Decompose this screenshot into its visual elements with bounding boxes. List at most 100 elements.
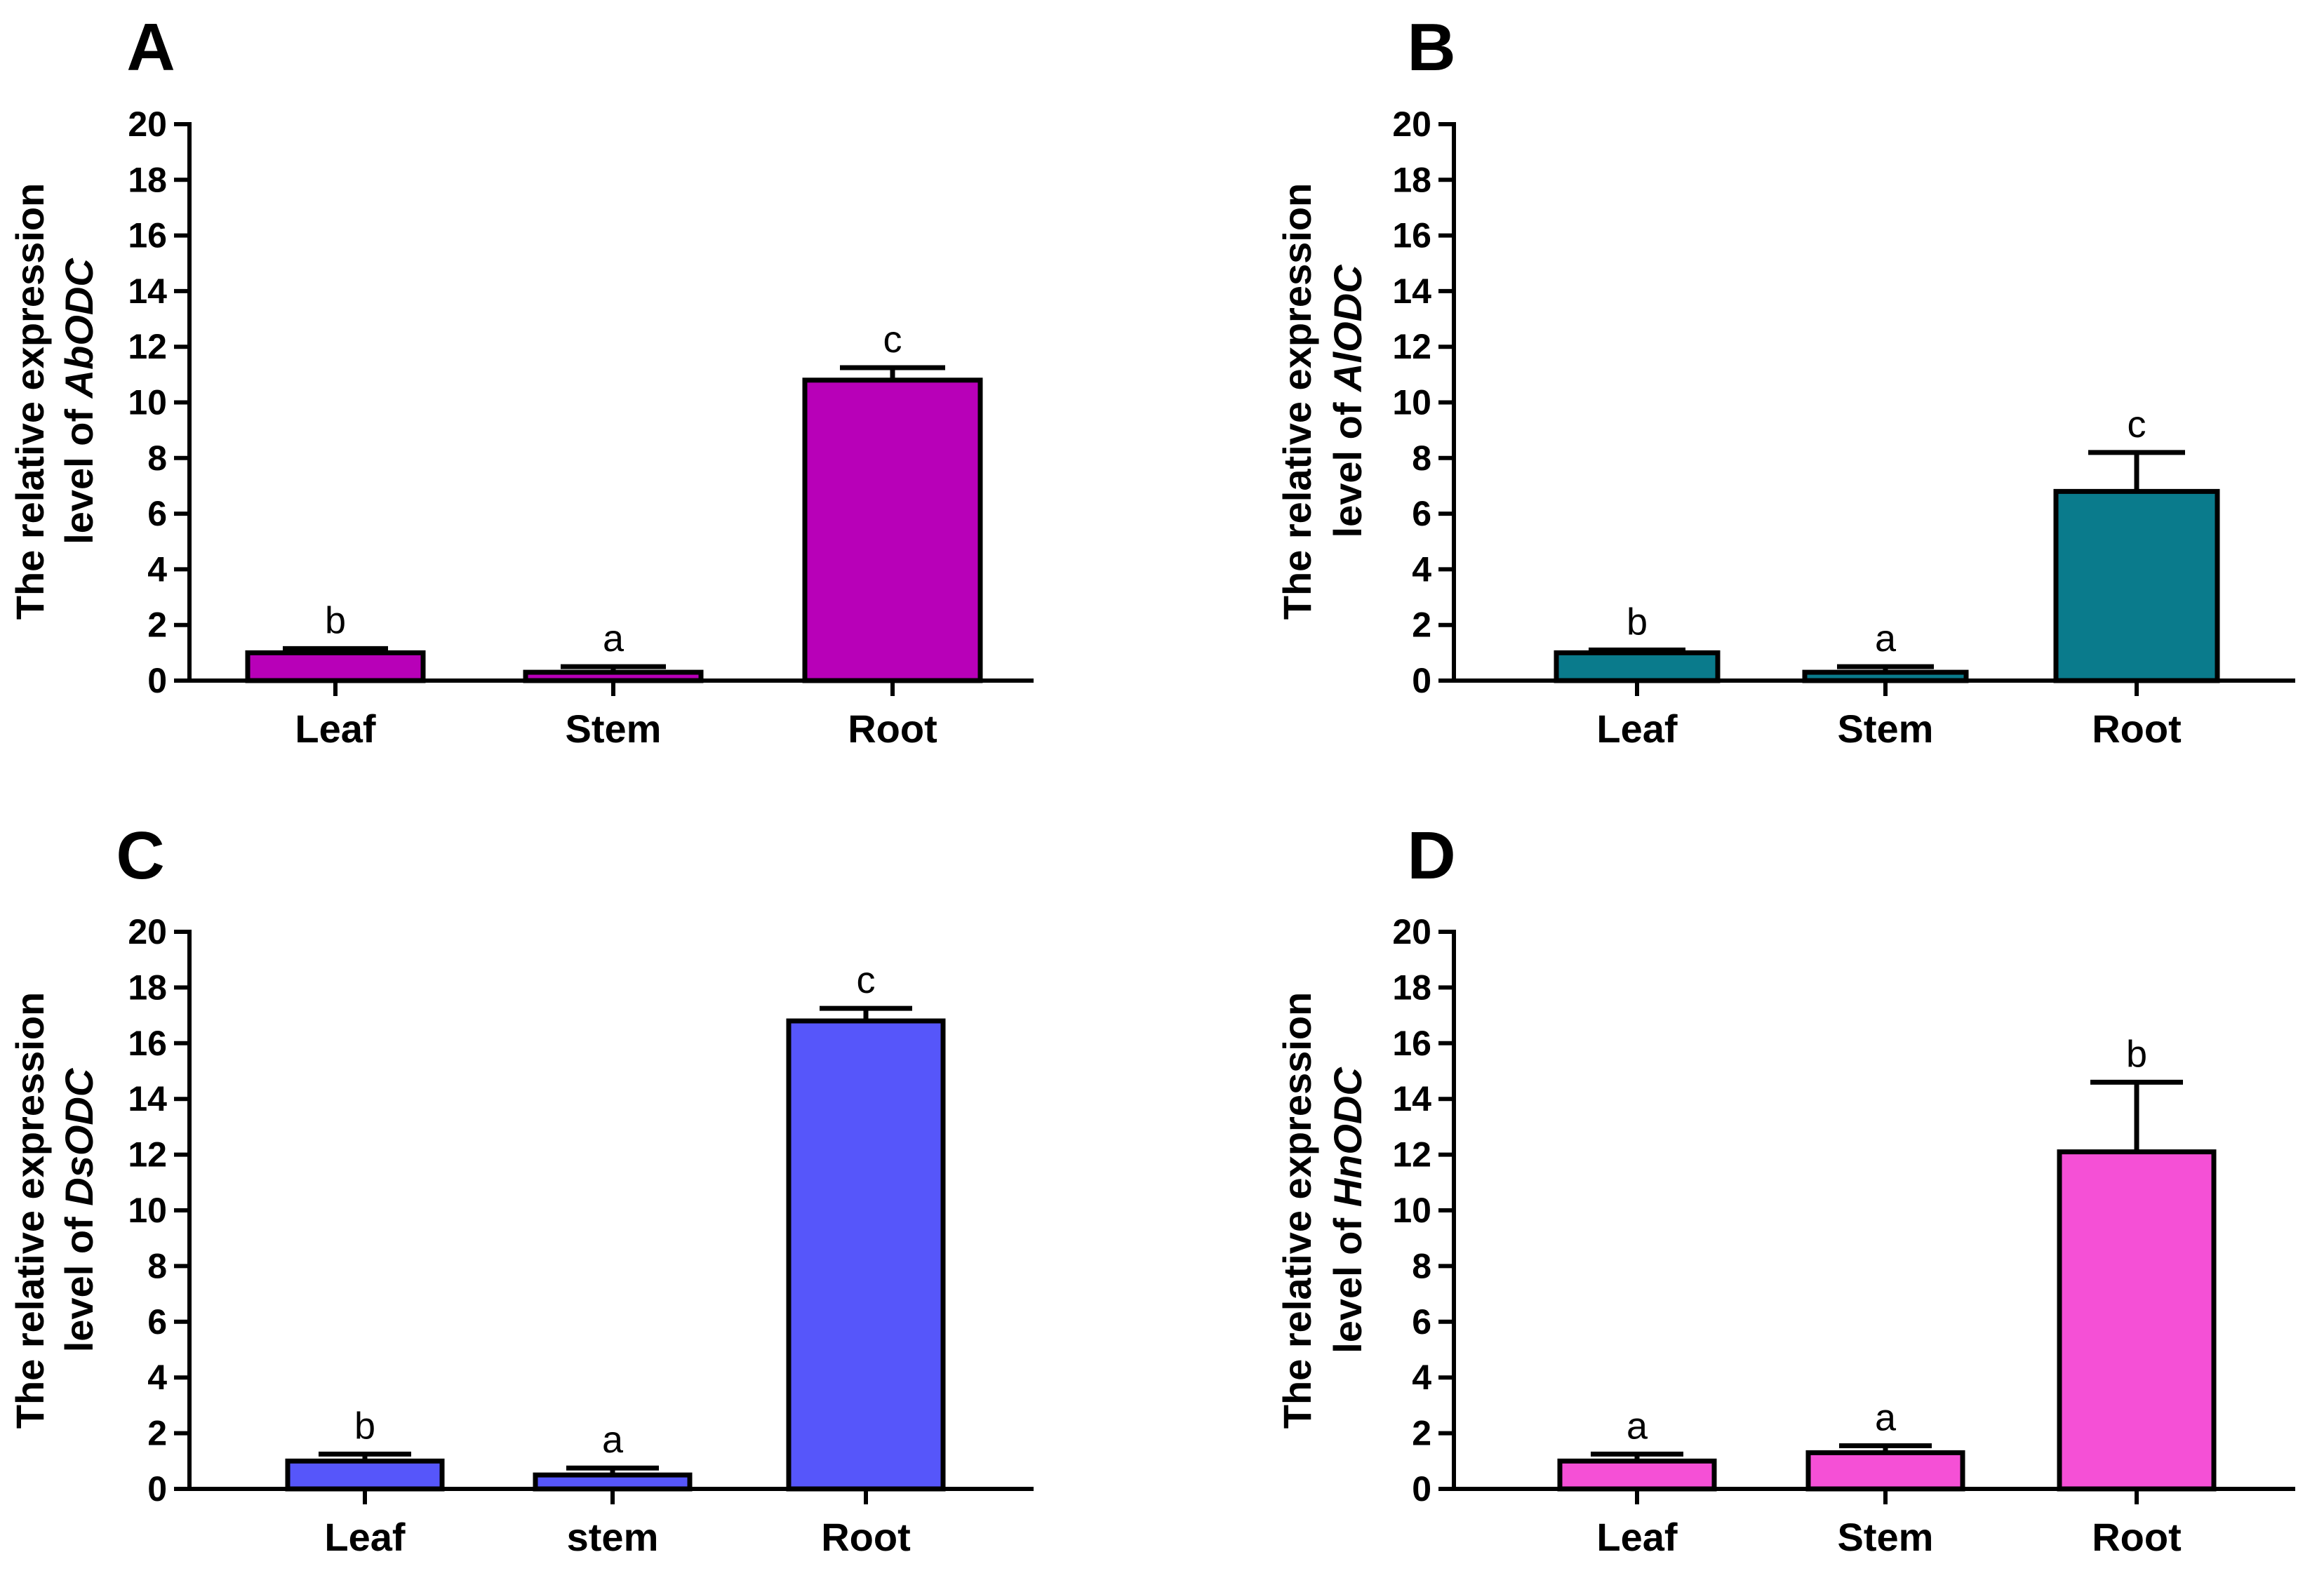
x-tick-label: Leaf <box>1596 1515 1677 1559</box>
y-axis-label-line1: The relative expression <box>8 992 52 1429</box>
bar <box>786 1018 946 1492</box>
bar <box>285 1458 445 1492</box>
y-axis-label-gene: HnODC <box>1325 1067 1370 1208</box>
y-tick-label: 14 <box>128 1079 167 1118</box>
y-tick-label: 0 <box>1412 1469 1431 1509</box>
panel-letter: C <box>116 818 164 893</box>
significance-label: c <box>857 959 876 1001</box>
y-tick-label: 2 <box>1412 1414 1431 1453</box>
significance-label: a <box>1875 617 1897 660</box>
y-tick-label: 20 <box>1392 912 1431 951</box>
bar <box>802 377 983 683</box>
plot-area: 0 2 4 6 8 10 12 14 16 18 20 b Leaf a Stem c Root <box>128 105 1034 751</box>
y-tick-label: 14 <box>1392 1079 1431 1118</box>
plot-area: 0 2 4 6 8 10 12 14 16 18 20 b Leaf a Stem c Root <box>1392 105 2295 751</box>
x-tick-label: Leaf <box>324 1515 405 1559</box>
y-tick-label: 4 <box>1412 1358 1431 1397</box>
y-axis-label-gene: AlODC <box>1325 264 1370 393</box>
y-tick-label: 18 <box>128 160 167 199</box>
y-tick-label: 8 <box>147 1246 167 1285</box>
significance-label: b <box>1627 601 1648 643</box>
bar <box>1554 650 1721 683</box>
y-tick-label: 14 <box>1392 272 1431 311</box>
bar <box>1557 1458 1717 1492</box>
y-axis-label-line1: The relative expression <box>1275 183 1319 620</box>
y-tick-label: 2 <box>147 606 167 645</box>
y-tick-label: 12 <box>128 327 167 366</box>
significance-label: a <box>603 617 625 660</box>
significance-label: a <box>1875 1396 1897 1438</box>
y-tick-label: 4 <box>147 549 167 589</box>
y-tick-label: 10 <box>128 1191 167 1230</box>
panel-b: B The relative expression level of AlODC… <box>1275 10 2295 751</box>
y-tick-label: 4 <box>1412 549 1431 589</box>
y-tick-label: 0 <box>1412 661 1431 700</box>
y-axis-label-gene: AbODC <box>57 258 101 400</box>
y-tick-label: 10 <box>128 383 167 422</box>
y-tick-label: 20 <box>128 912 167 951</box>
y-tick-label: 8 <box>1412 439 1431 478</box>
y-tick-label: 6 <box>1412 494 1431 533</box>
y-tick-label: 20 <box>1392 105 1431 144</box>
x-tick-label: Stem <box>1838 1515 1934 1559</box>
y-tick-label: 14 <box>128 272 167 311</box>
y-axis-label-line1: The relative expression <box>8 183 52 620</box>
significance-label: a <box>602 1419 624 1461</box>
y-axis-label-line1: The relative expression <box>1275 992 1319 1429</box>
y-axis-label-prefix: level of <box>57 398 101 544</box>
y-tick-label: 16 <box>1392 216 1431 255</box>
y-tick-label: 4 <box>147 1358 167 1397</box>
y-tick-label: 0 <box>147 661 167 700</box>
y-axis-label-prefix: level of <box>1325 392 1370 538</box>
y-tick-label: 12 <box>1392 327 1431 366</box>
y-tick-label: 8 <box>147 439 167 478</box>
y-axis-label-line2: level of AlODC <box>1325 264 1370 538</box>
y-tick-label: 10 <box>1392 1191 1431 1230</box>
x-tick-label: Root <box>848 707 937 751</box>
panel-letter: D <box>1407 818 1455 893</box>
y-tick-label: 6 <box>1412 1302 1431 1342</box>
y-tick-label: 16 <box>128 1024 167 1063</box>
x-tick-label: Stem <box>1838 707 1934 751</box>
significance-label: b <box>2126 1033 2147 1075</box>
y-tick-label: 6 <box>147 1302 167 1342</box>
x-tick-label: Leaf <box>1596 707 1677 751</box>
bar <box>245 650 426 683</box>
y-axis-label-line2: level of HnODC <box>1325 1067 1370 1353</box>
panel-d: D The relative expression level of HnODC… <box>1275 818 2295 1559</box>
y-tick-label: 18 <box>128 968 167 1007</box>
bar <box>2053 488 2220 683</box>
y-axis-label-prefix: level of <box>57 1206 101 1353</box>
y-tick-label: 16 <box>1392 1024 1431 1063</box>
y-axis-label-gene: DsODC <box>57 1067 101 1206</box>
y-tick-label: 2 <box>147 1414 167 1453</box>
x-tick-label: Root <box>821 1515 911 1559</box>
bar <box>2057 1149 2217 1492</box>
significance-label: b <box>354 1405 375 1447</box>
y-tick-label: 20 <box>128 105 167 144</box>
significance-label: c <box>883 319 902 361</box>
panel-c: C The relative expression level of DsODC… <box>8 818 1034 1559</box>
x-tick-label: Root <box>2092 707 2182 751</box>
y-axis-label-line2: level of AbODC <box>57 258 101 544</box>
bar <box>1805 1450 1965 1492</box>
panel-a: A The relative expression level of AbODC… <box>8 10 1034 751</box>
x-tick-label: Leaf <box>295 707 375 751</box>
significance-label: b <box>325 599 346 641</box>
y-axis-label-line2: level of DsODC <box>57 1067 101 1352</box>
y-tick-label: 6 <box>147 494 167 533</box>
y-tick-label: 12 <box>1392 1135 1431 1175</box>
significance-label: a <box>1627 1405 1648 1447</box>
y-tick-label: 0 <box>147 1469 167 1509</box>
y-tick-label: 2 <box>1412 606 1431 645</box>
y-tick-label: 10 <box>1392 383 1431 422</box>
plot-area: 0 2 4 6 8 10 12 14 16 18 20 a Leaf a Stem b Root <box>1392 912 2295 1559</box>
y-tick-label: 12 <box>128 1135 167 1175</box>
x-tick-label: stem <box>567 1515 659 1559</box>
y-tick-label: 16 <box>128 216 167 255</box>
panel-letter: A <box>126 10 175 85</box>
y-tick-label: 18 <box>1392 968 1431 1007</box>
y-tick-label: 18 <box>1392 160 1431 199</box>
y-tick-label: 8 <box>1412 1246 1431 1285</box>
